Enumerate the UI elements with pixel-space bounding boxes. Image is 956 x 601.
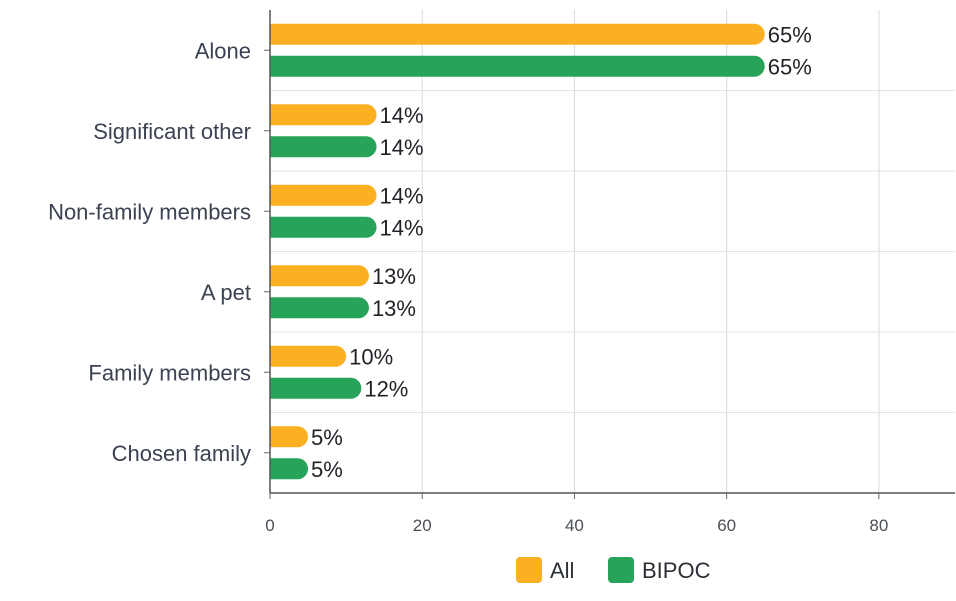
bar-all-family-members — [270, 345, 347, 367]
data-label-all-chosen-family: 5% — [311, 425, 343, 450]
legend: All BIPOC — [516, 557, 711, 583]
bar-all-chosen-family — [270, 426, 309, 448]
bar-bipoc-significant-other — [270, 136, 377, 158]
data-label-all-significant-other: 14% — [380, 103, 424, 128]
data-label-bipoc-non-family-members: 14% — [380, 215, 424, 240]
bar-bipoc-family-members — [270, 377, 362, 399]
x-tick-label-20: 20 — [413, 516, 432, 535]
gridlines — [270, 10, 955, 493]
data-label-bipoc-family-members: 12% — [364, 376, 408, 401]
bar-bipoc-non-family-members — [270, 216, 377, 238]
data-label-all-a-pet: 13% — [372, 264, 416, 289]
x-tick-labels: 0 20 40 60 80 — [265, 516, 888, 535]
data-label-bipoc-a-pet: 13% — [372, 296, 416, 321]
category-label-significant-other: Significant other — [93, 119, 251, 144]
x-tick-label-40: 40 — [565, 516, 584, 535]
bar-bipoc-a-pet — [270, 297, 369, 319]
category-label-chosen-family: Chosen family — [112, 441, 251, 466]
bar-bipoc-chosen-family — [270, 458, 309, 480]
category-label-alone: Alone — [195, 38, 251, 63]
legend-swatch-all — [516, 557, 542, 583]
legend-swatch-bipoc — [608, 557, 634, 583]
data-label-all-non-family-members: 14% — [380, 183, 424, 208]
x-tick-label-0: 0 — [265, 516, 274, 535]
data-label-all-alone: 65% — [768, 22, 812, 47]
x-tick-label-80: 80 — [869, 516, 888, 535]
axes — [264, 10, 955, 499]
category-label-a-pet: A pet — [201, 280, 251, 305]
data-label-all-family-members: 10% — [349, 344, 393, 369]
bar-all-non-family-members — [270, 184, 377, 206]
data-label-bipoc-significant-other: 14% — [380, 135, 424, 160]
data-label-bipoc-chosen-family: 5% — [311, 457, 343, 482]
category-labels: Alone Significant other Non-family members… — [48, 38, 251, 466]
x-tick-label-60: 60 — [717, 516, 736, 535]
bar-all-significant-other — [270, 104, 377, 126]
legend-label-all: All — [550, 558, 574, 583]
bar-all-a-pet — [270, 265, 369, 287]
data-label-bipoc-alone: 65% — [768, 54, 812, 79]
legend-label-bipoc: BIPOC — [642, 558, 711, 583]
bar-all-alone — [270, 23, 765, 45]
category-label-family-members: Family members — [88, 360, 251, 385]
bar-bipoc-alone — [270, 55, 765, 77]
bars: 65% 65% 14% 14% 14% 14% 13% 13% 10% 12% 5% 5% — [270, 22, 812, 482]
category-label-non-family-members: Non-family members — [48, 199, 251, 224]
